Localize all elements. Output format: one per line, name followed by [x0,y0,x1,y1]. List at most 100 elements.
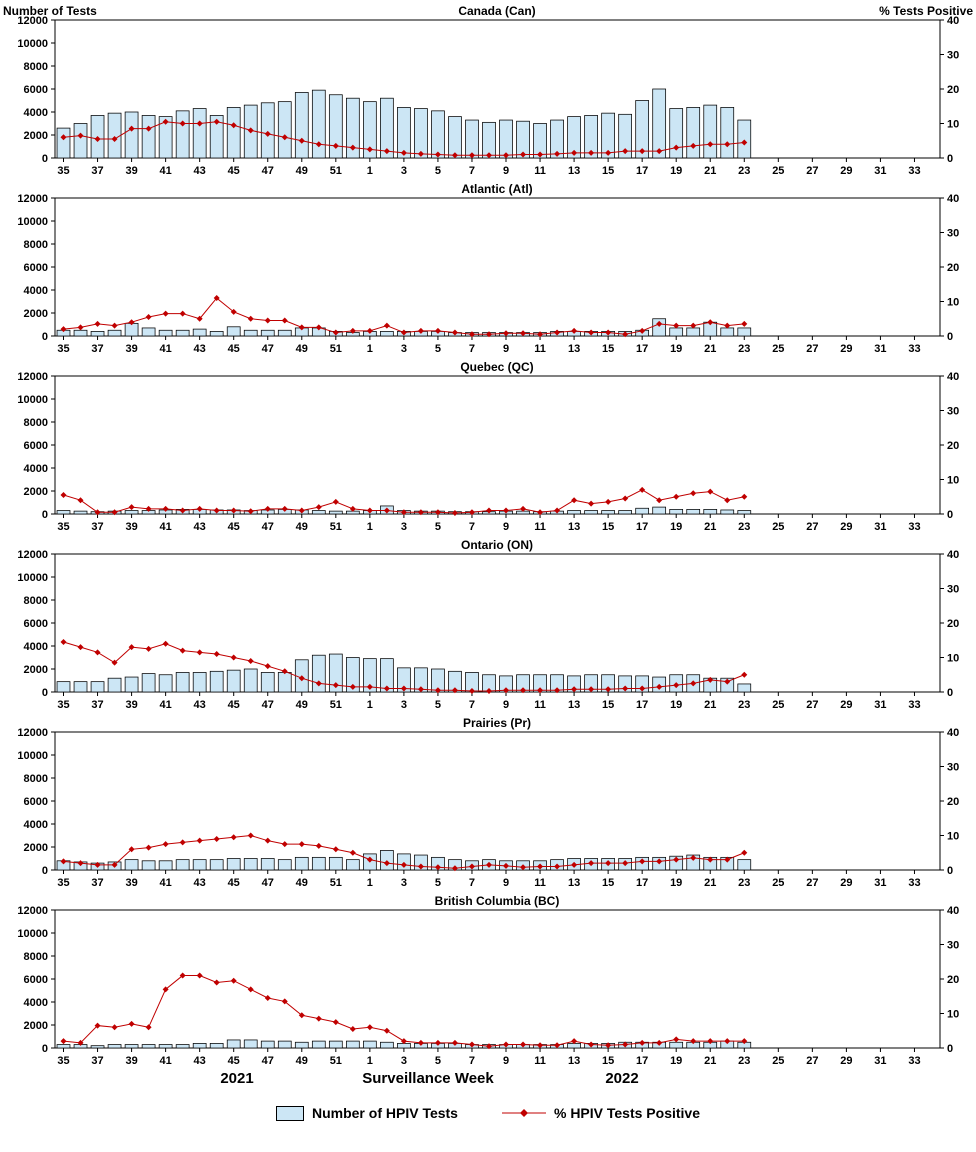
legend-line-swatch [501,1109,546,1117]
svg-text:25: 25 [772,343,784,355]
positivity-markers [60,486,748,516]
svg-text:3: 3 [401,343,407,355]
svg-text:13: 13 [568,521,580,533]
svg-text:7: 7 [469,1055,475,1067]
bc-chart: British Columbia (BC) 0 2000 4000 6000 8000 1… [17,894,959,1067]
svg-text:6000: 6000 [24,618,48,630]
svg-text:39: 39 [125,877,137,889]
svg-text:47: 47 [262,699,274,711]
svg-text:5: 5 [435,699,441,711]
svg-text:0: 0 [42,865,48,877]
svg-text:8000: 8000 [24,773,48,785]
svg-text:31: 31 [874,165,886,177]
svg-text:45: 45 [228,699,240,711]
legend-item-positive: % HPIV Tests Positive [501,1105,700,1121]
plot-border [54,731,941,871]
chart-panel-ontario: Ontario (ON) 0 2000 4000 6000 8000 10000 12000… [0,536,976,714]
svg-text:41: 41 [160,699,172,711]
svg-text:0: 0 [42,331,48,343]
svg-text:7: 7 [469,521,475,533]
svg-text:13: 13 [568,1055,580,1067]
chart-title-ontario: Ontario (ON) [461,538,533,552]
svg-text:17: 17 [636,699,648,711]
svg-text:4000: 4000 [24,285,48,297]
svg-text:19: 19 [670,521,682,533]
svg-text:23: 23 [738,877,750,889]
svg-text:2000: 2000 [24,130,48,142]
svg-text:11: 11 [534,877,546,889]
svg-text:8000: 8000 [24,417,48,429]
left-axis-title: Number of Tests [3,4,97,18]
svg-text:10: 10 [947,119,959,131]
svg-text:19: 19 [670,877,682,889]
svg-text:8000: 8000 [24,951,48,963]
svg-text:2000: 2000 [24,486,48,498]
plot-border [54,553,941,693]
svg-text:5: 5 [435,877,441,889]
right-axis-title: % Tests Positive [879,4,973,18]
svg-text:8000: 8000 [24,239,48,251]
svg-text:11: 11 [534,343,546,355]
svg-text:37: 37 [91,343,103,355]
svg-text:41: 41 [160,165,172,177]
svg-text:27: 27 [806,699,818,711]
svg-text:30: 30 [947,406,959,418]
svg-text:0: 0 [947,1043,953,1055]
quebec-chart: Quebec (QC) 0 2000 4000 6000 8000 10000 12000 0… [17,360,959,533]
svg-text:4000: 4000 [24,463,48,475]
svg-text:12000: 12000 [17,549,48,561]
chart-title-prairies: Prairies (Pr) [463,716,531,730]
svg-text:7: 7 [469,877,475,889]
svg-text:4000: 4000 [24,107,48,119]
svg-text:11: 11 [534,1055,546,1067]
svg-text:21: 21 [704,877,716,889]
svg-text:21: 21 [704,521,716,533]
svg-text:41: 41 [160,343,172,355]
svg-text:19: 19 [670,1055,682,1067]
svg-text:23: 23 [738,1055,750,1067]
positivity-markers [60,118,748,159]
svg-text:30: 30 [947,50,959,62]
svg-text:31: 31 [874,1055,886,1067]
svg-text:15: 15 [602,165,614,177]
svg-text:12000: 12000 [17,193,48,205]
svg-text:40: 40 [947,727,959,739]
svg-text:1: 1 [367,877,373,889]
svg-text:29: 29 [840,699,852,711]
svg-text:15: 15 [602,877,614,889]
svg-text:11: 11 [534,165,546,177]
svg-text:4000: 4000 [24,997,48,1009]
svg-text:8000: 8000 [24,61,48,73]
svg-text:23: 23 [738,699,750,711]
svg-text:23: 23 [738,521,750,533]
svg-text:30: 30 [947,940,959,952]
svg-text:0: 0 [42,153,48,165]
svg-text:9: 9 [503,877,509,889]
positivity-markers [60,972,748,1050]
svg-text:2000: 2000 [24,308,48,320]
svg-text:35: 35 [57,1055,69,1067]
svg-text:6000: 6000 [24,262,48,274]
svg-text:29: 29 [840,343,852,355]
svg-text:40: 40 [947,905,959,917]
svg-text:20: 20 [947,84,959,96]
svg-text:40: 40 [947,549,959,561]
svg-text:37: 37 [91,165,103,177]
svg-text:15: 15 [602,699,614,711]
positivity-markers [60,832,748,872]
svg-text:49: 49 [296,1055,308,1067]
svg-text:7: 7 [469,699,475,711]
svg-text:15: 15 [602,1055,614,1067]
chart-panel-quebec: Quebec (QC) 0 2000 4000 6000 8000 10000 12000 0… [0,358,976,536]
svg-text:9: 9 [503,165,509,177]
svg-text:47: 47 [262,165,274,177]
svg-text:5: 5 [435,343,441,355]
svg-text:10000: 10000 [17,928,48,940]
svg-text:4000: 4000 [24,641,48,653]
legend-item-tests: Number of HPIV Tests [275,1105,458,1121]
chart-title-atlantic: Atlantic (Atl) [461,182,532,196]
svg-text:30: 30 [947,584,959,596]
svg-text:45: 45 [228,165,240,177]
svg-text:39: 39 [125,699,137,711]
